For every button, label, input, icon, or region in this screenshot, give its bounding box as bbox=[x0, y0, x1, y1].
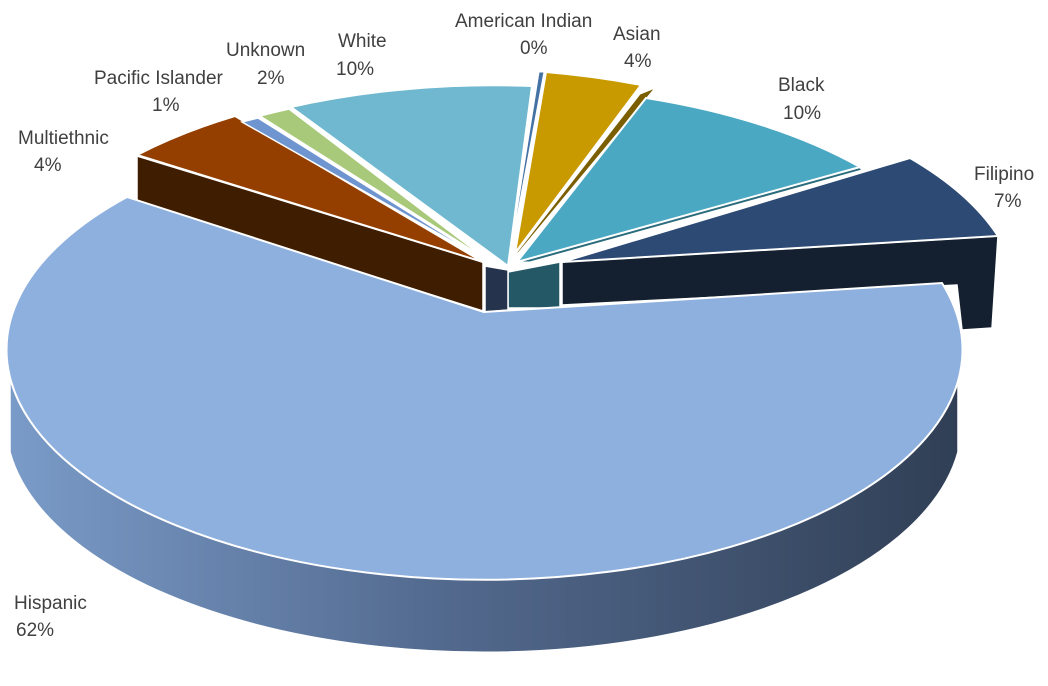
label-unknown-name: Unknown bbox=[226, 40, 305, 61]
slice-filipino[interactable] bbox=[561, 156, 1000, 263]
pie-tops bbox=[5, 70, 1000, 581]
label-asian-name: Asian bbox=[613, 24, 661, 45]
label-asian-pct: 4% bbox=[624, 51, 652, 72]
label-american-indian-name: American Indian bbox=[455, 11, 592, 32]
label-american-indian-pct: 0% bbox=[520, 38, 548, 59]
label-hispanic-pct: 62% bbox=[16, 620, 54, 641]
label-hispanic-name: Hispanic bbox=[14, 593, 87, 614]
label-pacific-islander-pct: 1% bbox=[152, 95, 180, 116]
slice-unknown[interactable] bbox=[258, 108, 487, 260]
label-unknown-pct: 2% bbox=[257, 68, 285, 89]
slice-white[interactable] bbox=[288, 84, 534, 268]
slice-hispanic[interactable] bbox=[5, 195, 964, 581]
slice-multiethnic[interactable] bbox=[134, 114, 484, 263]
black-side bbox=[507, 261, 561, 309]
slice-pacific-islander[interactable] bbox=[240, 117, 486, 261]
label-filipino-pct: 7% bbox=[994, 191, 1022, 212]
data-labels: American Indian 0% Asian 4% Black 10% Fi… bbox=[14, 11, 1034, 641]
label-black-name: Black bbox=[778, 75, 825, 96]
label-pacific-islander-name: Pacific Islander bbox=[94, 68, 224, 89]
label-multiethnic-name: Multiethnic bbox=[18, 128, 109, 149]
slice-asian[interactable] bbox=[514, 70, 643, 254]
label-multiethnic-pct: 4% bbox=[34, 155, 62, 176]
label-white-name: White bbox=[338, 31, 387, 52]
slice-black[interactable] bbox=[514, 96, 863, 264]
label-filipino-name: Filipino bbox=[974, 164, 1034, 185]
label-white-pct: 10% bbox=[336, 59, 374, 80]
center-side bbox=[484, 265, 509, 313]
label-black-pct: 10% bbox=[783, 103, 821, 124]
slice-american-indian[interactable] bbox=[509, 71, 545, 255]
